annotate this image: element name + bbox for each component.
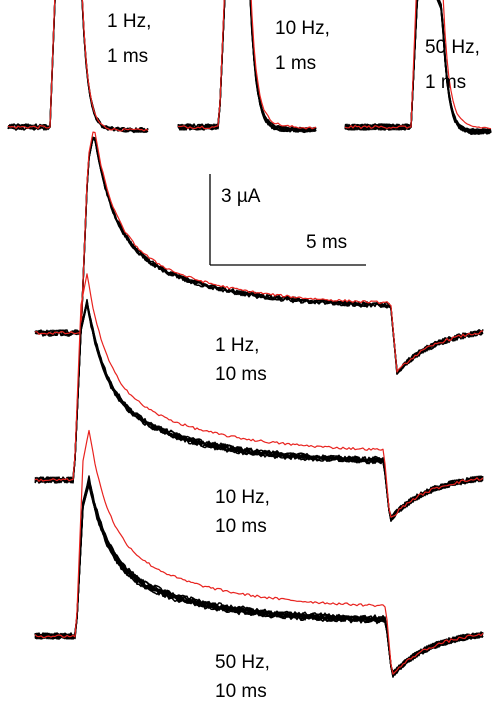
trace-subsequent — [34, 475, 484, 677]
trace-subsequent — [344, 0, 492, 133]
trace-first — [178, 0, 317, 130]
trace-first — [34, 429, 484, 675]
panel-label-frequency: 50 Hz, — [215, 652, 270, 673]
trace-subsequent — [344, 0, 492, 134]
panel-label-frequency: 1 Hz, — [107, 11, 152, 32]
panel-label-1hz-1ms: 1 Hz, 1 ms — [107, 10, 151, 69]
scale-bar-time-label: 5 ms — [306, 232, 348, 253]
trace-first — [7, 0, 149, 132]
trace-first — [35, 131, 484, 373]
panel-label-1hz-10ms: 1 Hz, 10 ms — [215, 334, 267, 387]
trace-first — [344, 0, 492, 130]
panel-label-frequency: 10 Hz, — [275, 18, 330, 39]
trace-subsequent — [34, 136, 484, 373]
panel-label-frequency: 50 Hz, — [425, 37, 480, 58]
trace-subsequent — [7, 0, 149, 133]
panel-label-duration: 1 ms — [107, 46, 149, 67]
panel-label-duration: 10 ms — [215, 516, 267, 537]
scale-bar — [209, 174, 366, 266]
panel-label-50hz-1ms: 50 Hz, 1 ms — [425, 36, 480, 95]
trace-subsequent — [34, 300, 484, 518]
panel-label-duration: 10 ms — [215, 681, 267, 702]
trace-first — [34, 273, 484, 518]
panel-label-10hz-1ms: 10 Hz, 1 ms — [275, 17, 330, 76]
trace-subsequent — [177, 0, 317, 133]
panel-label-frequency: 1 Hz, — [215, 335, 260, 356]
panel-label-duration: 10 ms — [215, 364, 267, 385]
panel-label-50hz-10ms: 50 Hz, 10 ms — [215, 651, 270, 704]
traces-layer — [7, 0, 492, 678]
panel-label-frequency: 10 Hz, — [215, 487, 270, 508]
panel-label-10hz-10ms: 10 Hz, 10 ms — [215, 486, 270, 539]
panel-label-duration: 1 ms — [275, 53, 317, 74]
scale-bar-current-label: 3 µA — [221, 186, 261, 207]
panel-label-duration: 1 ms — [425, 72, 467, 93]
